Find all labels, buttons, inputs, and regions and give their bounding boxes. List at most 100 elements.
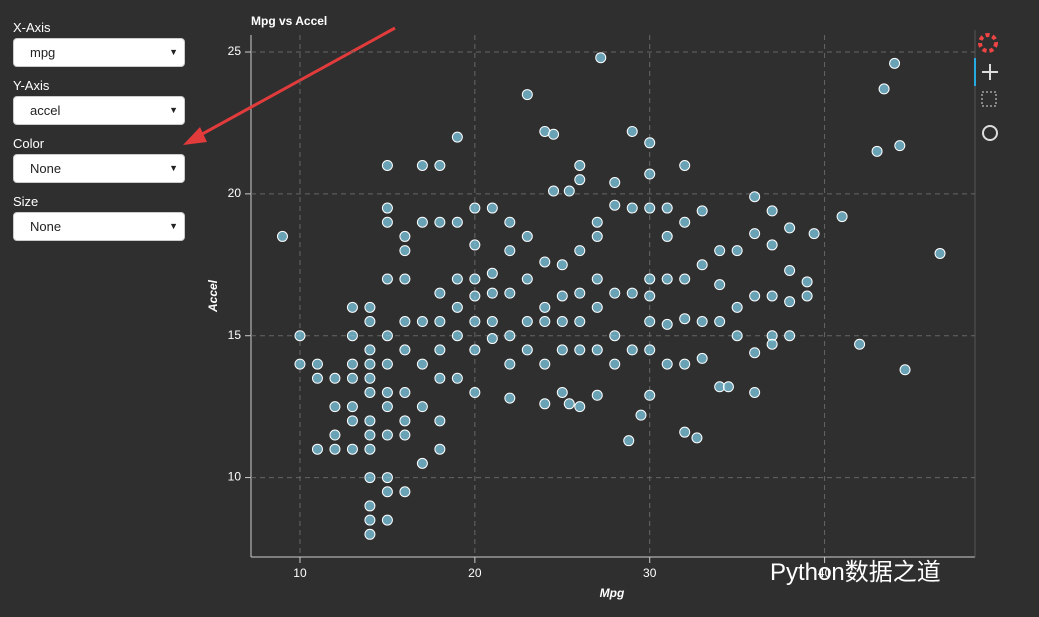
point bbox=[591, 230, 603, 242]
point bbox=[626, 287, 638, 299]
point bbox=[556, 386, 568, 398]
point bbox=[644, 389, 656, 401]
point bbox=[364, 415, 376, 427]
reset-tool[interactable] bbox=[982, 125, 998, 141]
point bbox=[679, 216, 691, 228]
point bbox=[563, 398, 575, 410]
point bbox=[294, 330, 306, 342]
dropdown[interactable]: accel bbox=[13, 96, 185, 125]
point bbox=[381, 358, 393, 370]
point bbox=[381, 273, 393, 285]
annotation-arrow bbox=[183, 26, 396, 145]
point bbox=[399, 273, 411, 285]
point bbox=[574, 287, 586, 299]
point bbox=[399, 486, 411, 498]
point bbox=[346, 415, 358, 427]
point bbox=[469, 239, 481, 251]
point bbox=[346, 401, 358, 413]
point bbox=[381, 514, 393, 526]
y-tick-label: 10 bbox=[228, 470, 242, 484]
point bbox=[521, 344, 533, 356]
pan-tool[interactable] bbox=[982, 64, 998, 80]
point bbox=[434, 344, 446, 356]
point bbox=[504, 392, 516, 404]
point bbox=[556, 259, 568, 271]
point bbox=[329, 429, 341, 441]
point bbox=[784, 296, 796, 308]
point bbox=[381, 216, 393, 228]
point bbox=[836, 211, 848, 223]
point bbox=[276, 230, 288, 242]
box-zoom-tool[interactable] bbox=[981, 91, 997, 107]
point bbox=[574, 344, 586, 356]
point bbox=[556, 344, 568, 356]
bokeh-logo[interactable] bbox=[978, 33, 998, 53]
point bbox=[451, 301, 463, 313]
point bbox=[469, 273, 481, 285]
point bbox=[364, 316, 376, 328]
point bbox=[714, 245, 726, 257]
point bbox=[591, 301, 603, 313]
point bbox=[539, 301, 551, 313]
point bbox=[416, 457, 428, 469]
point bbox=[469, 202, 481, 214]
chart-title: Mpg vs Accel bbox=[251, 14, 327, 28]
point bbox=[451, 330, 463, 342]
x-tick-label: 40 bbox=[818, 566, 832, 580]
point bbox=[591, 216, 603, 228]
x-tick-label: 20 bbox=[468, 566, 482, 580]
point bbox=[714, 279, 726, 291]
point bbox=[574, 245, 586, 257]
point bbox=[894, 140, 906, 152]
point bbox=[644, 137, 656, 149]
point bbox=[434, 316, 446, 328]
point bbox=[626, 344, 638, 356]
point bbox=[346, 443, 358, 455]
point bbox=[661, 273, 673, 285]
dropdown[interactable]: mpg bbox=[13, 38, 185, 67]
point bbox=[381, 386, 393, 398]
control-label: Size bbox=[13, 194, 39, 209]
point bbox=[521, 273, 533, 285]
point bbox=[609, 199, 621, 211]
point bbox=[679, 426, 691, 438]
point bbox=[399, 245, 411, 257]
dropdown[interactable]: None bbox=[13, 154, 185, 183]
watermark: Python数据之道 bbox=[770, 559, 941, 586]
point bbox=[696, 259, 708, 271]
point bbox=[626, 202, 638, 214]
point bbox=[591, 344, 603, 356]
point bbox=[329, 372, 341, 384]
point bbox=[469, 386, 481, 398]
point bbox=[679, 273, 691, 285]
point bbox=[364, 386, 376, 398]
point bbox=[644, 290, 656, 302]
point bbox=[364, 528, 376, 540]
point bbox=[381, 330, 393, 342]
point bbox=[434, 372, 446, 384]
point bbox=[399, 415, 411, 427]
point bbox=[661, 230, 673, 242]
point bbox=[539, 316, 551, 328]
point bbox=[661, 358, 673, 370]
point bbox=[434, 160, 446, 171]
point bbox=[609, 358, 621, 370]
point bbox=[364, 344, 376, 356]
point bbox=[504, 245, 516, 257]
point bbox=[539, 256, 551, 268]
dropdown[interactable]: None bbox=[13, 212, 185, 241]
point bbox=[434, 443, 446, 455]
point bbox=[556, 316, 568, 328]
point bbox=[899, 364, 911, 376]
point bbox=[469, 290, 481, 302]
point bbox=[381, 429, 393, 441]
point bbox=[696, 205, 708, 217]
point bbox=[808, 228, 820, 240]
point bbox=[364, 514, 376, 526]
point bbox=[346, 330, 358, 342]
point bbox=[381, 472, 393, 484]
point bbox=[399, 344, 411, 356]
point bbox=[381, 486, 393, 498]
point bbox=[539, 358, 551, 370]
